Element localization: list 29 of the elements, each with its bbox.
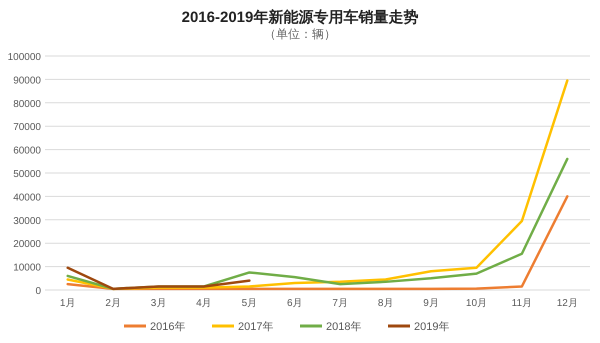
y-tick-label: 0	[35, 286, 42, 297]
x-tick-label: 6月	[287, 298, 303, 309]
y-tick-label: 100000	[8, 52, 42, 63]
x-tick-label: 11月	[512, 298, 532, 309]
legend-label: 2016年	[150, 321, 186, 333]
chart-subtitle: （单位：辆）	[264, 27, 336, 41]
x-tick-label: 1月	[60, 298, 76, 309]
y-tick-label: 60000	[13, 146, 42, 157]
x-tick-label: 7月	[332, 298, 348, 309]
y-tick-label: 10000	[13, 262, 42, 274]
x-tick-label: 5月	[242, 298, 258, 309]
x-tick-label: 10月	[466, 298, 488, 309]
y-tick-label: 50000	[13, 169, 42, 180]
x-tick-label: 2月	[105, 298, 121, 309]
x-tick-label: 8月	[378, 298, 394, 309]
legend-label: 2017年	[238, 321, 274, 333]
x-tick-label: 9月	[423, 298, 439, 309]
legend-label: 2019年	[414, 321, 450, 333]
y-tick-label: 90000	[13, 75, 42, 86]
y-tick-label: 40000	[13, 192, 42, 204]
y-tick-label: 20000	[13, 239, 42, 250]
y-tick-label: 80000	[13, 98, 42, 110]
y-tick-label: 30000	[13, 216, 42, 227]
x-tick-label: 4月	[196, 298, 212, 309]
x-tick-label: 3月	[150, 298, 166, 309]
chart-title: 2016-2019年新能源专用车销量走势	[182, 8, 418, 26]
y-tick-label: 70000	[13, 122, 42, 134]
x-tick-label: 12月	[556, 298, 578, 309]
legend-label: 2018年	[326, 321, 362, 333]
